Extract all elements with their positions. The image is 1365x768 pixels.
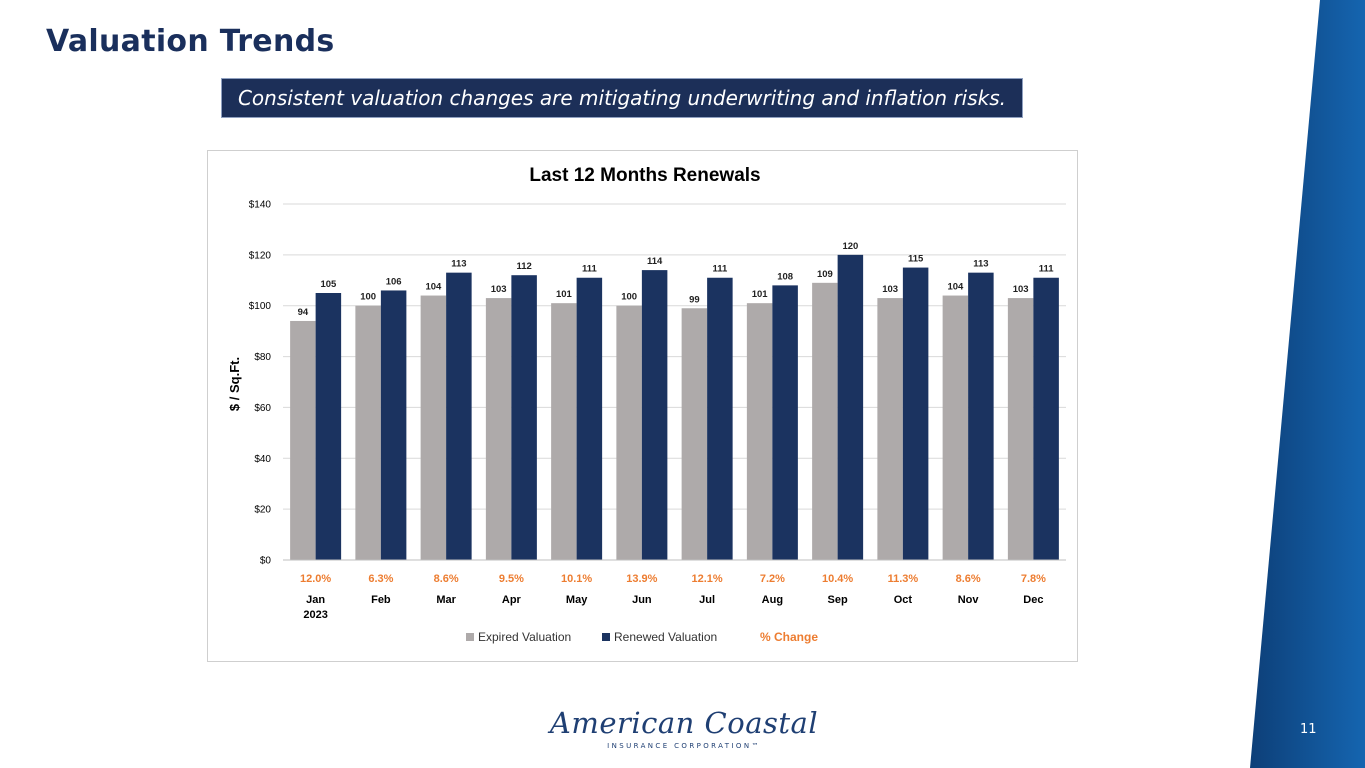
bar-renewed — [511, 275, 537, 560]
bar-expired — [355, 305, 381, 560]
bar-expired — [420, 295, 447, 560]
bar-renewed — [1033, 277, 1059, 560]
chart-title: Last 12 Months Renewals — [529, 165, 760, 186]
x-tick-label: Aug — [762, 594, 783, 606]
data-label: 103 — [491, 284, 507, 295]
y-tick-label: $80 — [254, 352, 271, 363]
bar-renewed — [968, 272, 994, 560]
x-tick-label: Sep — [828, 594, 848, 606]
bar-renewed — [576, 277, 603, 560]
bar-renewed — [380, 290, 407, 560]
x-tick-label: Jan — [306, 594, 325, 606]
percent-change-label: 6.3% — [368, 573, 393, 585]
percent-change-label: 10.1% — [561, 573, 592, 585]
bar-renewed — [902, 267, 929, 560]
x-tick-label: Oct — [894, 594, 913, 606]
data-label: 106 — [386, 276, 402, 287]
x-tick-label: Apr — [502, 594, 522, 606]
legend-label-expired: Expired Valuation — [478, 630, 571, 644]
percent-change-label: 7.2% — [760, 573, 785, 585]
data-label: 100 — [360, 292, 376, 303]
bar-expired — [746, 303, 773, 560]
legend-label-change: % Change — [760, 630, 818, 644]
x-tick-label: Nov — [958, 594, 980, 606]
data-label: 101 — [752, 289, 769, 300]
slide-title: Valuation Trends — [46, 24, 335, 59]
data-label: 104 — [947, 282, 964, 293]
y-tick-label: $140 — [249, 200, 272, 211]
bar-expired — [942, 295, 969, 560]
bar-renewed — [837, 254, 864, 560]
percent-change-label: 12.1% — [692, 573, 723, 585]
bar-expired — [812, 282, 838, 560]
bar-renewed — [772, 285, 798, 560]
percent-change-label: 9.5% — [499, 573, 524, 585]
data-label: 112 — [516, 261, 531, 272]
data-label: 111 — [582, 264, 598, 275]
bar-expired — [681, 308, 708, 560]
bar-expired — [1007, 298, 1034, 560]
bar-expired — [485, 298, 512, 560]
bar-renewed — [707, 277, 733, 560]
data-label: 108 — [777, 271, 793, 282]
data-label: 115 — [908, 254, 924, 265]
percent-change-label: 13.9% — [626, 573, 657, 585]
x-tick-sublabel: 2023 — [303, 609, 327, 621]
data-label: 103 — [1013, 284, 1029, 295]
data-label: 104 — [425, 282, 442, 293]
percent-change-label: 8.6% — [434, 573, 459, 585]
data-label: 120 — [842, 241, 858, 252]
percent-change-label: 7.8% — [1021, 573, 1046, 585]
bar-expired — [290, 320, 316, 560]
data-label: 103 — [882, 284, 898, 295]
x-tick-label: Feb — [371, 594, 391, 606]
y-tick-label: $100 — [249, 301, 272, 312]
data-label: 94 — [298, 307, 309, 318]
data-label: 99 — [689, 294, 700, 305]
page-number: 11 — [1300, 722, 1317, 737]
data-label: 105 — [320, 279, 337, 290]
x-tick-label: Jul — [699, 594, 715, 606]
y-tick-label: $20 — [254, 505, 271, 516]
y-axis-label: $ / Sq.Ft. — [227, 357, 242, 411]
data-label: 113 — [973, 259, 988, 270]
renewals-chart: Last 12 Months Renewals $ / Sq.Ft. $0 $20… — [207, 150, 1078, 662]
bar-renewed — [641, 270, 668, 560]
legend-swatch-renewed — [602, 633, 610, 641]
x-tick-label: Mar — [436, 594, 456, 606]
bar-expired — [551, 303, 577, 560]
logo-tagline: INSURANCE CORPORATION™ — [607, 742, 761, 750]
data-label: 111 — [1039, 264, 1055, 275]
data-label: 113 — [451, 259, 466, 270]
y-tick-label: $60 — [254, 403, 271, 414]
percent-change-label: 12.0% — [300, 573, 331, 585]
percent-change-label: 8.6% — [956, 573, 981, 585]
percent-change-label: 11.3% — [888, 573, 919, 585]
bar-renewed — [446, 272, 472, 560]
data-label: 111 — [712, 264, 728, 275]
data-label: 101 — [556, 289, 573, 300]
data-label: 100 — [621, 292, 637, 303]
y-tick-label: $40 — [254, 454, 271, 465]
bar-expired — [616, 305, 642, 560]
chart-canvas: Last 12 Months Renewals $ / Sq.Ft. $0 $20… — [227, 165, 1066, 644]
legend-label-renewed: Renewed Valuation — [614, 630, 717, 644]
logo-wordmark: American Coastal — [549, 706, 819, 740]
legend-swatch-expired — [466, 633, 474, 641]
x-tick-label: May — [566, 594, 588, 606]
x-tick-label: Dec — [1023, 594, 1043, 606]
subtitle-banner: Consistent valuation changes are mitigat… — [221, 78, 1023, 118]
company-logo: American Coastal INSURANCE CORPORATION™ — [548, 706, 820, 758]
data-label: 114 — [647, 256, 663, 267]
bar-expired — [877, 298, 903, 560]
percent-change-label: 10.4% — [822, 573, 853, 585]
y-tick-label: $0 — [260, 556, 272, 567]
bar-renewed — [315, 293, 342, 560]
x-tick-label: Jun — [632, 594, 652, 606]
data-label: 109 — [817, 269, 833, 280]
y-tick-label: $120 — [249, 250, 272, 261]
